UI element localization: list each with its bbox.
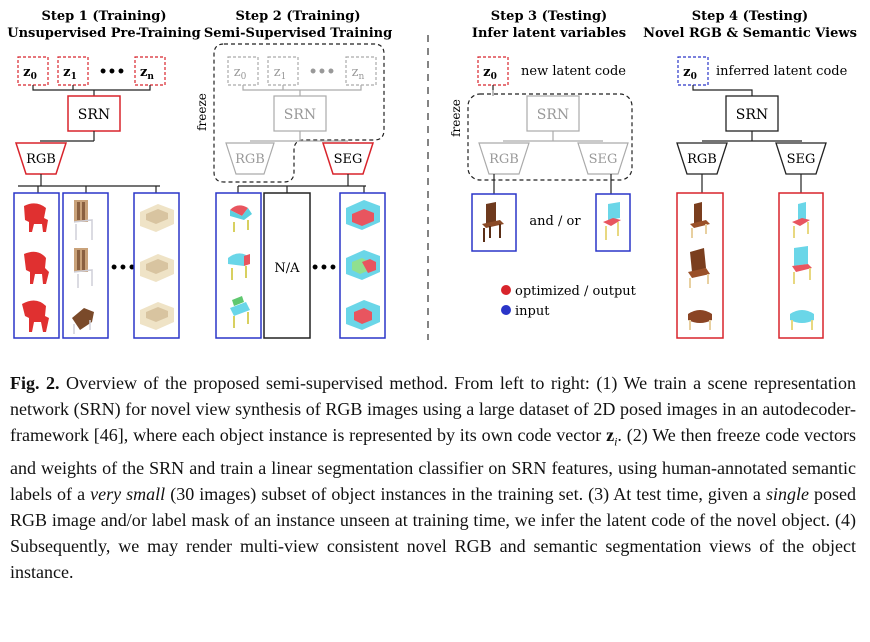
caption-fig-label: Fig. 2. bbox=[10, 373, 60, 393]
step4: z0 inferred latent code SRN RGB SEG bbox=[676, 56, 848, 339]
step2-srn-box bbox=[273, 95, 327, 132]
step2-rgb-label: RGB bbox=[235, 152, 265, 167]
step2-freeze-region bbox=[213, 43, 385, 183]
sofa-image bbox=[140, 204, 174, 330]
step3-and-or-label: and / or bbox=[529, 214, 581, 229]
step2-code-dots: ••• bbox=[309, 64, 336, 80]
step3-rgb-decoder bbox=[478, 142, 530, 175]
legend-input-swatch bbox=[501, 305, 511, 315]
red-chair-image bbox=[22, 203, 49, 332]
caption-emphasis-very-small: very small bbox=[90, 483, 166, 504]
step4-rgb-chairs bbox=[688, 202, 712, 330]
legend-optimized-swatch bbox=[501, 285, 511, 295]
step4-srn-label: SRN bbox=[736, 107, 768, 123]
step4-seg-label: SEG bbox=[787, 152, 816, 167]
step3-seg-chair bbox=[603, 202, 621, 240]
step2-seg-decoder bbox=[321, 142, 375, 175]
step3-title: Step 3 (Testing) bbox=[491, 9, 607, 24]
step1-z0-label: z0 bbox=[23, 65, 37, 82]
step2-seg-label: SEG bbox=[334, 152, 363, 167]
step3-freeze-label: freeze bbox=[449, 99, 463, 137]
step1: z0 z1 ••• zn SRN RGB ••• bbox=[13, 56, 180, 339]
step1-subtitle: Unsupervised Pre-Training bbox=[7, 26, 200, 41]
step1-rgb-decoder bbox=[14, 142, 68, 175]
step1-title: Step 1 (Training) bbox=[41, 9, 166, 24]
caption-part1: Overview of the proposed semi-supervised… bbox=[10, 373, 856, 445]
step4-title: Step 4 (Testing) bbox=[692, 9, 808, 24]
step2-zn-label: zn bbox=[352, 65, 365, 82]
step2-subtitle: Semi-Supervised Training bbox=[204, 26, 392, 41]
legend-optimized-label: optimized / output bbox=[515, 284, 637, 299]
step2-rgb-decoder bbox=[225, 142, 275, 175]
step4-srn-box bbox=[725, 95, 779, 132]
step1-rgb-label: RGB bbox=[26, 152, 56, 167]
step1-zn-label: zn bbox=[140, 65, 154, 82]
step4-seg-chairs bbox=[790, 202, 814, 330]
step2-title: Step 2 (Training) bbox=[235, 9, 360, 24]
step3-new-latent-label: new latent code bbox=[521, 64, 626, 79]
legend-input-label: input bbox=[515, 304, 550, 319]
step4-inferred-latent-label: inferred latent code bbox=[716, 64, 848, 79]
step2-na-label: N/A bbox=[274, 261, 300, 276]
step3-rgb-label: RGB bbox=[489, 152, 519, 167]
wood-chair-image bbox=[72, 200, 94, 334]
step4-rgb-decoder bbox=[676, 142, 728, 175]
caption-part3: (30 images) subset of object instances i… bbox=[165, 483, 766, 504]
caption-part4: posed RGB image and/or label mask of an … bbox=[10, 483, 857, 582]
step3-rgb-chair bbox=[482, 202, 504, 242]
step1-code-dots: ••• bbox=[99, 64, 126, 80]
step4-subtitle: Novel RGB & Semantic Views bbox=[643, 26, 857, 41]
step1-srn-box bbox=[67, 95, 121, 132]
step4-z0-label: z0 bbox=[683, 65, 697, 82]
step3-freeze-region bbox=[467, 93, 633, 181]
step2-freeze-label: freeze bbox=[195, 93, 209, 131]
step3-srn-label: SRN bbox=[537, 107, 569, 123]
step3: z0 new latent code freeze SRN RGB SEG an… bbox=[449, 56, 637, 319]
step4-seg-decoder bbox=[775, 142, 827, 175]
step3-z0-label: z0 bbox=[483, 65, 497, 82]
caption-code-symbol: zi bbox=[606, 425, 618, 449]
step2-na-box bbox=[263, 192, 311, 339]
step4-rgb-label: RGB bbox=[687, 152, 717, 167]
step1-image-dots: ••• bbox=[110, 260, 137, 276]
step3-seg-decoder bbox=[577, 142, 629, 175]
step2-srn-label: SRN bbox=[284, 107, 316, 123]
step3-seg-label: SEG bbox=[589, 152, 618, 167]
step2-z1-label: z1 bbox=[274, 65, 287, 82]
step3-srn-box bbox=[526, 95, 580, 132]
seg-chair-image bbox=[228, 205, 252, 328]
step2-z0-label: z0 bbox=[234, 65, 247, 82]
seg-sofa-image bbox=[346, 200, 380, 330]
caption-part2: . (2) We then freeze code vectors and we… bbox=[10, 425, 857, 504]
figure-caption: Fig. 2. Overview of the proposed semi-su… bbox=[10, 370, 856, 585]
step2-image-dots: ••• bbox=[311, 260, 338, 276]
step1-srn-label: SRN bbox=[78, 107, 110, 123]
step1-z1-label: z1 bbox=[63, 65, 77, 82]
caption-emphasis-single: single bbox=[765, 483, 809, 504]
method-diagram: .t{font-family:"DejaVu Serif","Liberatio… bbox=[7, 9, 857, 340]
step2: freeze z0 z1 ••• zn SRN RGB SEG N/A ••• bbox=[195, 43, 386, 339]
step3-subtitle: Infer latent variables bbox=[472, 26, 626, 41]
